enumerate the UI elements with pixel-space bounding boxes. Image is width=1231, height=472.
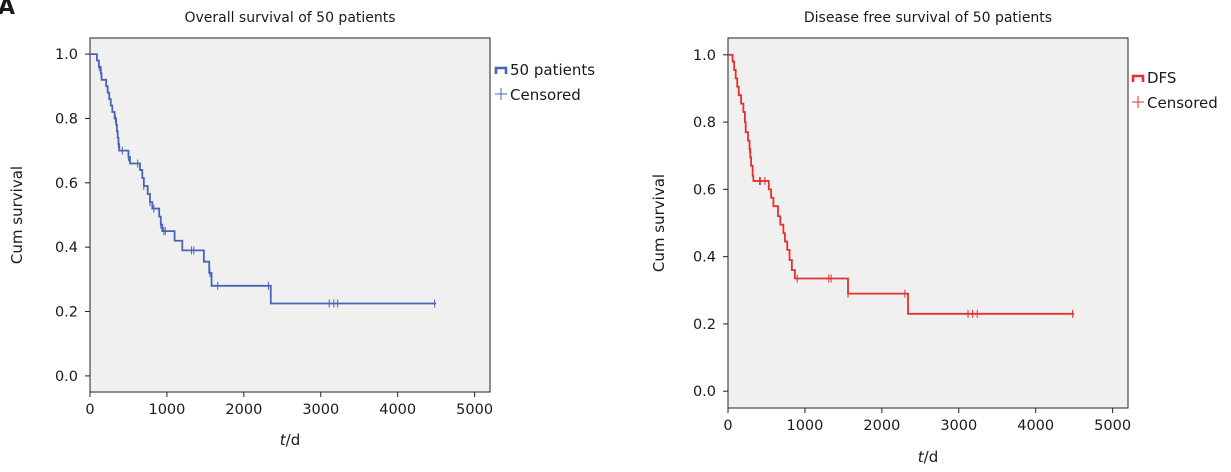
y-axis-label: Cum survival <box>8 166 26 264</box>
y-tick-label: 0.8 <box>55 111 78 127</box>
x-axis-label-unit: /d <box>924 448 939 466</box>
y-tick-label: 0.0 <box>55 369 78 385</box>
chart-title: Overall survival of 50 patients <box>184 10 395 26</box>
y-tick-label: 0.4 <box>693 250 716 266</box>
y-tick-label: 1.0 <box>693 48 716 64</box>
chart-disease-free-survival: Disease free survival of 50 patients 0 100… <box>650 10 1218 466</box>
x-tick-label: 2000 <box>225 402 262 418</box>
series-line-50-patients <box>90 53 437 305</box>
legend-censored-label: Censored <box>510 86 581 104</box>
x-tick-label: 2000 <box>863 418 900 434</box>
x-tick-label: 1000 <box>148 402 185 418</box>
y-tick-label: 0.6 <box>693 182 716 198</box>
chart-overall-survival: Overall survival of 50 patients 0 1000 2000… <box>8 10 595 449</box>
x-axis-label: t/d <box>280 431 300 449</box>
chart-title: Disease free survival of 50 patients <box>804 10 1052 26</box>
y-tick-label: 0.4 <box>55 240 78 256</box>
plot-area <box>89 37 491 393</box>
x-tick-label: 3000 <box>940 418 977 434</box>
y-tick-label: 0.0 <box>693 384 716 400</box>
x-tick-label: 4000 <box>379 402 416 418</box>
y-tick-label: 0.2 <box>55 305 78 321</box>
series-line-dfs <box>728 53 1075 315</box>
legend-series-label: DFS <box>1147 69 1176 87</box>
x-tick-label: 0 <box>723 418 732 434</box>
legend-series-label: 50 patients <box>510 61 595 79</box>
y-tick-label: 0.6 <box>55 176 78 192</box>
y-tick-label: 1.0 <box>55 47 78 63</box>
x-tick-label: 0 <box>85 402 94 418</box>
x-axis-label-unit: /d <box>286 431 301 449</box>
x-tick-label: 3000 <box>302 402 339 418</box>
legend-censored-label: Censored <box>1147 94 1218 112</box>
y-tick-label: 0.2 <box>693 317 716 333</box>
x-tick-label: 4000 <box>1017 418 1054 434</box>
legend-series-swatch <box>1131 74 1145 82</box>
x-tick-label: 1000 <box>786 418 823 434</box>
x-tick-label: 5000 <box>456 402 493 418</box>
plot-area <box>727 37 1129 409</box>
x-axis-label: t/d <box>918 448 938 466</box>
y-axis-label: Cum survival <box>650 174 668 272</box>
x-axis-label-var: t <box>280 431 287 449</box>
x-tick-label: 5000 <box>1094 418 1131 434</box>
y-tick-label: 0.8 <box>693 115 716 131</box>
x-axis-label-var: t <box>918 448 925 466</box>
legend-series-swatch <box>494 66 508 74</box>
panel-label: A <box>0 0 15 20</box>
